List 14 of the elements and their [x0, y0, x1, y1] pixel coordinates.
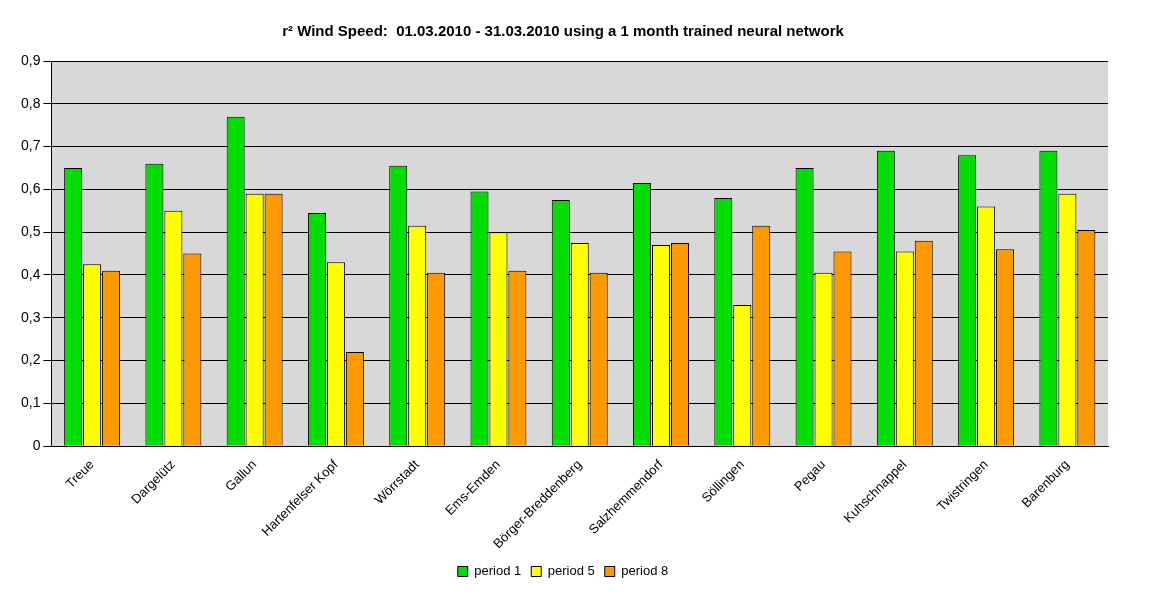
y-tick-label: 0,9: [20, 51, 41, 68]
y-tick-label: 0,7: [20, 137, 41, 154]
y-tick-label: 0: [32, 437, 41, 454]
y-tick-label: 0,8: [20, 94, 41, 111]
y-tick-label: 0,4: [20, 265, 41, 282]
y-tick-label: 0,2: [20, 351, 41, 368]
legend-label: period 8: [621, 563, 669, 579]
y-tick-label: 0,5: [20, 223, 41, 240]
y-tick-label: 0,3: [20, 308, 41, 325]
y-tick-label: 0,1: [20, 394, 41, 411]
y-tick-label: 0,6: [20, 180, 41, 197]
chart-title: r² Wind Speed: 01.03.2010 - 31.03.2010 using a 1 month trained neural network: [282, 22, 845, 40]
legend-label: period 1: [474, 563, 522, 579]
legend-label: period 5: [547, 563, 595, 579]
